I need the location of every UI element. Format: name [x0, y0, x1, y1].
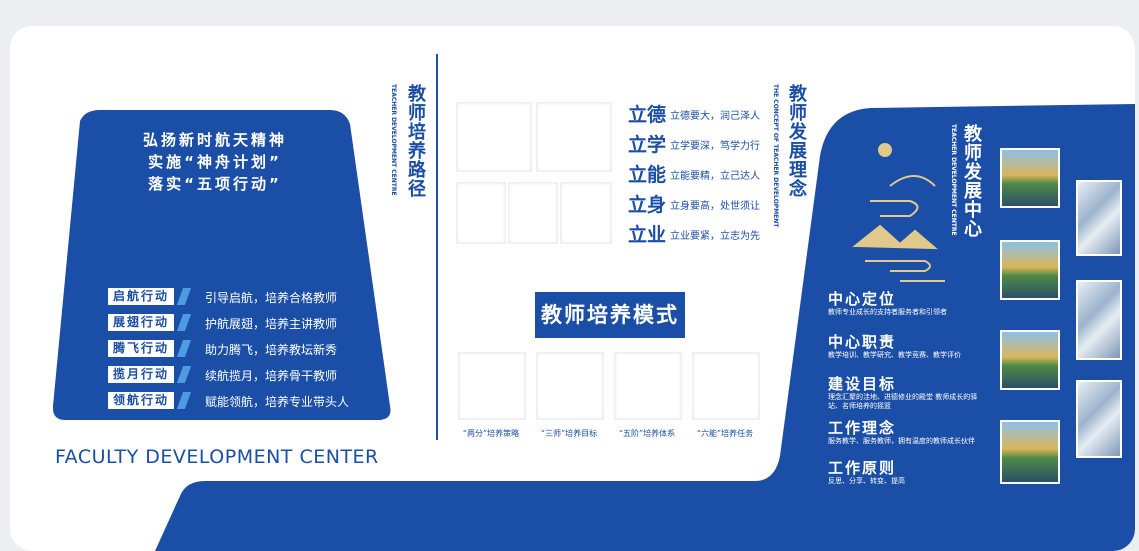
concept-text: 立业要紧，立志为先: [670, 231, 760, 242]
concept-text: 立学要深，笃学力行: [670, 141, 760, 152]
center-item-title: 工作理念: [828, 419, 897, 437]
concept-key: 立能: [628, 164, 667, 186]
concept-text: 立身要高，处世须让: [670, 201, 760, 212]
photo: [1000, 240, 1060, 300]
mode-title: 教师培养模式: [535, 292, 685, 338]
photo-frame: [456, 182, 506, 244]
action-name: 启航行动: [108, 288, 174, 305]
photo-frame: [536, 352, 604, 420]
concept-title: 教师发展理念: [786, 84, 807, 198]
concept-text: 立德要大，润己泽人: [670, 111, 760, 122]
concept-key: 立德: [628, 104, 667, 126]
slogan: 实施“神舟计划”: [148, 153, 282, 171]
center-item-text: 理念汇聚的洼地、进德修业的殿堂 教师成长的驿站、名师培养的摇篮: [828, 393, 978, 410]
photo-frame: [692, 352, 760, 420]
mode-caption: “三师”培养目标: [540, 429, 598, 438]
concept-subtitle: THE CONCEPT OF TEACHER DEVELOPMENT: [772, 84, 779, 228]
concept-key: 立学: [628, 134, 667, 156]
action-name: 腾飞行动: [108, 340, 174, 357]
action-desc: 赋能领航，培养专业带头人: [205, 395, 350, 409]
center-item-title: 建设目标: [828, 375, 897, 393]
slogan: 落实“五项行动”: [148, 175, 282, 193]
photo: [1000, 148, 1060, 208]
concept-text: 立能要精，立己达人: [670, 171, 760, 182]
photo: [1076, 380, 1122, 458]
action-name: 揽月行动: [108, 366, 174, 383]
center-item-title: 中心职责: [828, 333, 897, 351]
slogan: 弘扬新时航天精神: [142, 131, 287, 149]
footer-english: FACULTY DEVELOPMENT CENTER: [55, 446, 379, 468]
path-title: 教师培养路径: [405, 84, 426, 198]
center-item-text: 服务教学、服务教师，拥有温度的教师成长伙伴: [828, 437, 975, 445]
center-item-title: 中心定位: [828, 290, 897, 308]
action-name: 领航行动: [108, 392, 174, 409]
photo: [1000, 330, 1060, 390]
path-subtitle: TEACHER DEVELOPMENT CENTRE: [390, 84, 397, 196]
action-desc: 助力腾飞，培养教坛新秀: [205, 343, 338, 357]
photo: [1000, 420, 1060, 484]
mountain-icon: [852, 143, 945, 282]
mode-caption: “两分”培养策略: [462, 429, 520, 438]
concept-key: 立业: [628, 224, 667, 246]
center-item-title: 工作原则: [828, 459, 897, 477]
action-desc: 续航揽月，培养骨干教师: [205, 369, 338, 383]
mode-caption: “五阶”培养体系: [618, 429, 676, 438]
action-desc: 引导启航，培养合格教师: [205, 291, 338, 305]
photo-frame: [458, 352, 526, 420]
center-item-text: 教师专业成长的支持者服务者和引领者: [828, 308, 947, 316]
concept-key: 立身: [628, 194, 667, 216]
center-subtitle: TEACHER DEVELOPMENT CENTRE: [950, 124, 957, 236]
photo-frame: [536, 102, 612, 172]
action-desc: 护航展翅，培养主讲教师: [205, 317, 338, 331]
center-item-text: 教学培训、教学研究、教学竞赛、教学评价: [828, 351, 961, 359]
center-item-text: 反思、分享、转变、提高: [828, 477, 905, 485]
photo: [1076, 280, 1122, 360]
display-board: 弘扬新时航天精神 实施“神舟计划” 落实“五项行动” 启航行动 引导启航，培养合格…: [10, 26, 1135, 551]
photo-frame: [560, 182, 612, 244]
photo: [1076, 180, 1122, 256]
mode-caption: “六能”培养任务: [696, 429, 754, 438]
photo-frame: [456, 102, 532, 172]
center-title: 教师发展中心: [961, 124, 982, 238]
photo-frame: [614, 352, 682, 420]
action-name: 展翅行动: [108, 314, 174, 331]
photo-frame: [508, 182, 558, 244]
